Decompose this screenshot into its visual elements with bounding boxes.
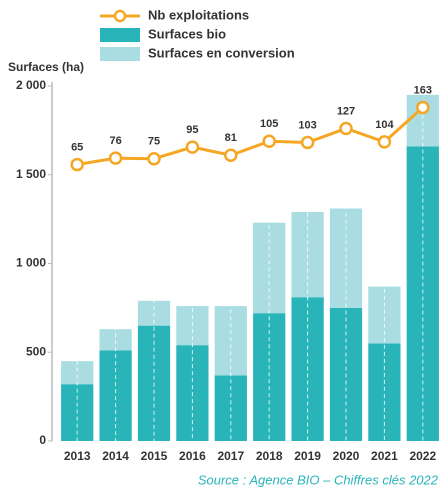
legend-label: Surfaces en conversion bbox=[148, 45, 295, 60]
x-tick-label: 2016 bbox=[179, 449, 206, 463]
x-tick-label: 2013 bbox=[64, 449, 91, 463]
y-tick-label: 500 bbox=[26, 344, 46, 358]
y-tick-label: 1 000 bbox=[16, 256, 46, 270]
data-label: 75 bbox=[148, 136, 160, 148]
x-tick-label: 2015 bbox=[141, 449, 168, 463]
line-point bbox=[108, 151, 123, 165]
legend-label: Nb exploitations bbox=[148, 7, 249, 22]
data-label: 65 bbox=[71, 141, 83, 153]
line-point bbox=[262, 134, 276, 149]
x-tick-label: 2018 bbox=[256, 449, 283, 463]
line-point bbox=[224, 148, 238, 163]
data-label: 81 bbox=[225, 132, 237, 144]
legend-swatch bbox=[100, 47, 140, 61]
line bbox=[76, 106, 424, 167]
bar bbox=[99, 329, 132, 351]
line-point bbox=[147, 151, 161, 166]
x-tick-label: 2022 bbox=[409, 449, 436, 463]
line-point bbox=[185, 140, 200, 154]
y-tick-label: 0 bbox=[39, 433, 46, 447]
line-point bbox=[377, 135, 392, 149]
source: Source : Agence BIO – Chiffres clés 2022 bbox=[198, 472, 439, 487]
data-label: 103 bbox=[298, 119, 316, 131]
x-tick-label: 2020 bbox=[333, 449, 360, 463]
x-tick-label: 2017 bbox=[217, 449, 244, 463]
data-label: 95 bbox=[186, 124, 198, 136]
bar bbox=[368, 343, 401, 441]
y-axis-label: Surfaces (ha) bbox=[8, 60, 84, 74]
bar bbox=[253, 313, 286, 441]
line-point bbox=[339, 121, 353, 136]
line-point bbox=[70, 157, 84, 172]
y-tick-label: 1 500 bbox=[16, 167, 46, 181]
line-point bbox=[416, 100, 430, 115]
y-tick-label: 2 000 bbox=[16, 78, 46, 92]
legend-marker bbox=[113, 9, 127, 23]
data-label: 127 bbox=[337, 105, 355, 117]
line-point bbox=[300, 135, 315, 150]
data-label: 76 bbox=[109, 135, 121, 147]
x-tick-label: 2019 bbox=[294, 449, 321, 463]
data-label: 104 bbox=[375, 119, 394, 131]
x-tick-label: 2021 bbox=[371, 449, 398, 463]
legend-swatch bbox=[100, 28, 140, 42]
legend-label: Surfaces bio bbox=[148, 26, 226, 41]
data-label: 163 bbox=[414, 84, 432, 96]
data-label: 105 bbox=[260, 118, 278, 130]
x-tick-label: 2014 bbox=[102, 449, 129, 463]
bar bbox=[61, 361, 94, 385]
